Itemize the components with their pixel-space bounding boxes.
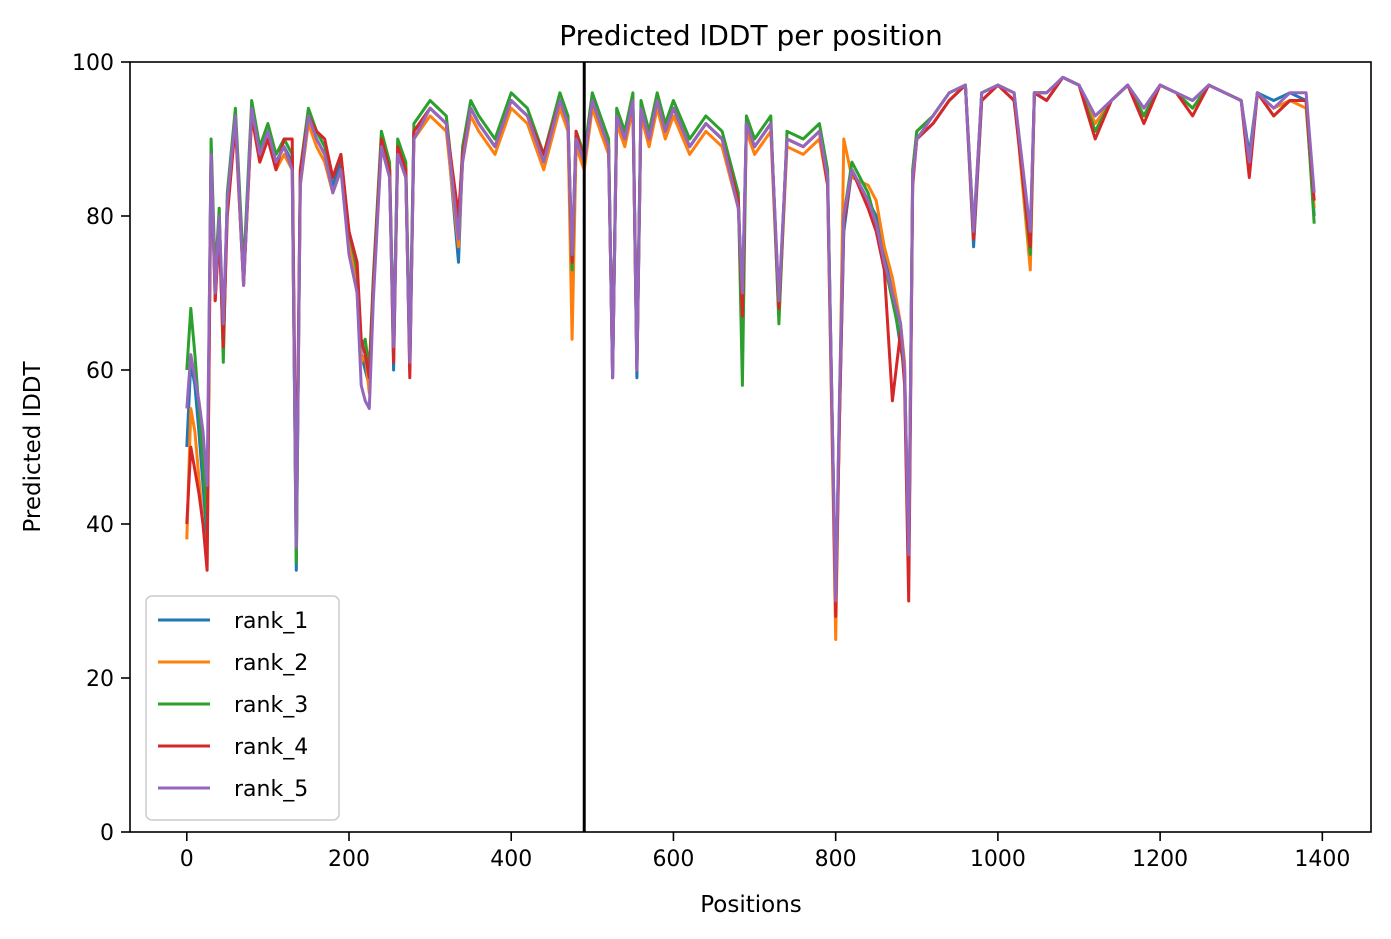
x-tick-label: 400 [490, 847, 532, 872]
legend-label: rank_5 [234, 777, 308, 802]
legend-label: rank_1 [234, 609, 308, 634]
legend: rank_1 rank_2 rank_3 rank_4 rank_5 [145, 595, 340, 821]
legend-label: rank_2 [234, 651, 308, 676]
series-line-rank_1 [185, 75, 1316, 603]
x-tick-label: 1400 [1294, 847, 1350, 872]
legend-label: rank_4 [234, 735, 308, 760]
y-axis-label: Predicted lDDT [20, 360, 46, 532]
plot-frame [129, 61, 1372, 833]
x-tick-label: 600 [652, 847, 694, 872]
y-tick-label: 0 [100, 821, 114, 846]
x-tick-label: 1200 [1132, 847, 1188, 872]
legend-label: rank_3 [234, 693, 308, 718]
y-axis-ticks: 0 20 40 60 80 100 [72, 51, 130, 846]
plot-lines [185, 75, 1316, 641]
x-tick-label: 1000 [970, 847, 1026, 872]
series-line-rank_3 [185, 75, 1316, 611]
series-line-rank_5 [185, 75, 1316, 603]
y-tick-label: 40 [86, 513, 114, 538]
legend-box [145, 595, 340, 821]
y-tick-label: 60 [86, 359, 114, 384]
chart-title: Predicted lDDT per position [559, 19, 943, 52]
x-axis-label: Positions [700, 892, 802, 918]
x-tick-label: 0 [180, 847, 194, 872]
x-tick-label: 200 [328, 847, 370, 872]
y-tick-label: 80 [86, 205, 114, 230]
series-line-rank_4 [185, 75, 1316, 618]
y-tick-label: 20 [86, 667, 114, 692]
x-axis-ticks: 0 200 400 600 800 1000 1200 1400 [180, 832, 1350, 872]
x-tick-label: 800 [815, 847, 857, 872]
series-line-rank_2 [185, 75, 1316, 641]
y-tick-label: 100 [72, 51, 114, 76]
